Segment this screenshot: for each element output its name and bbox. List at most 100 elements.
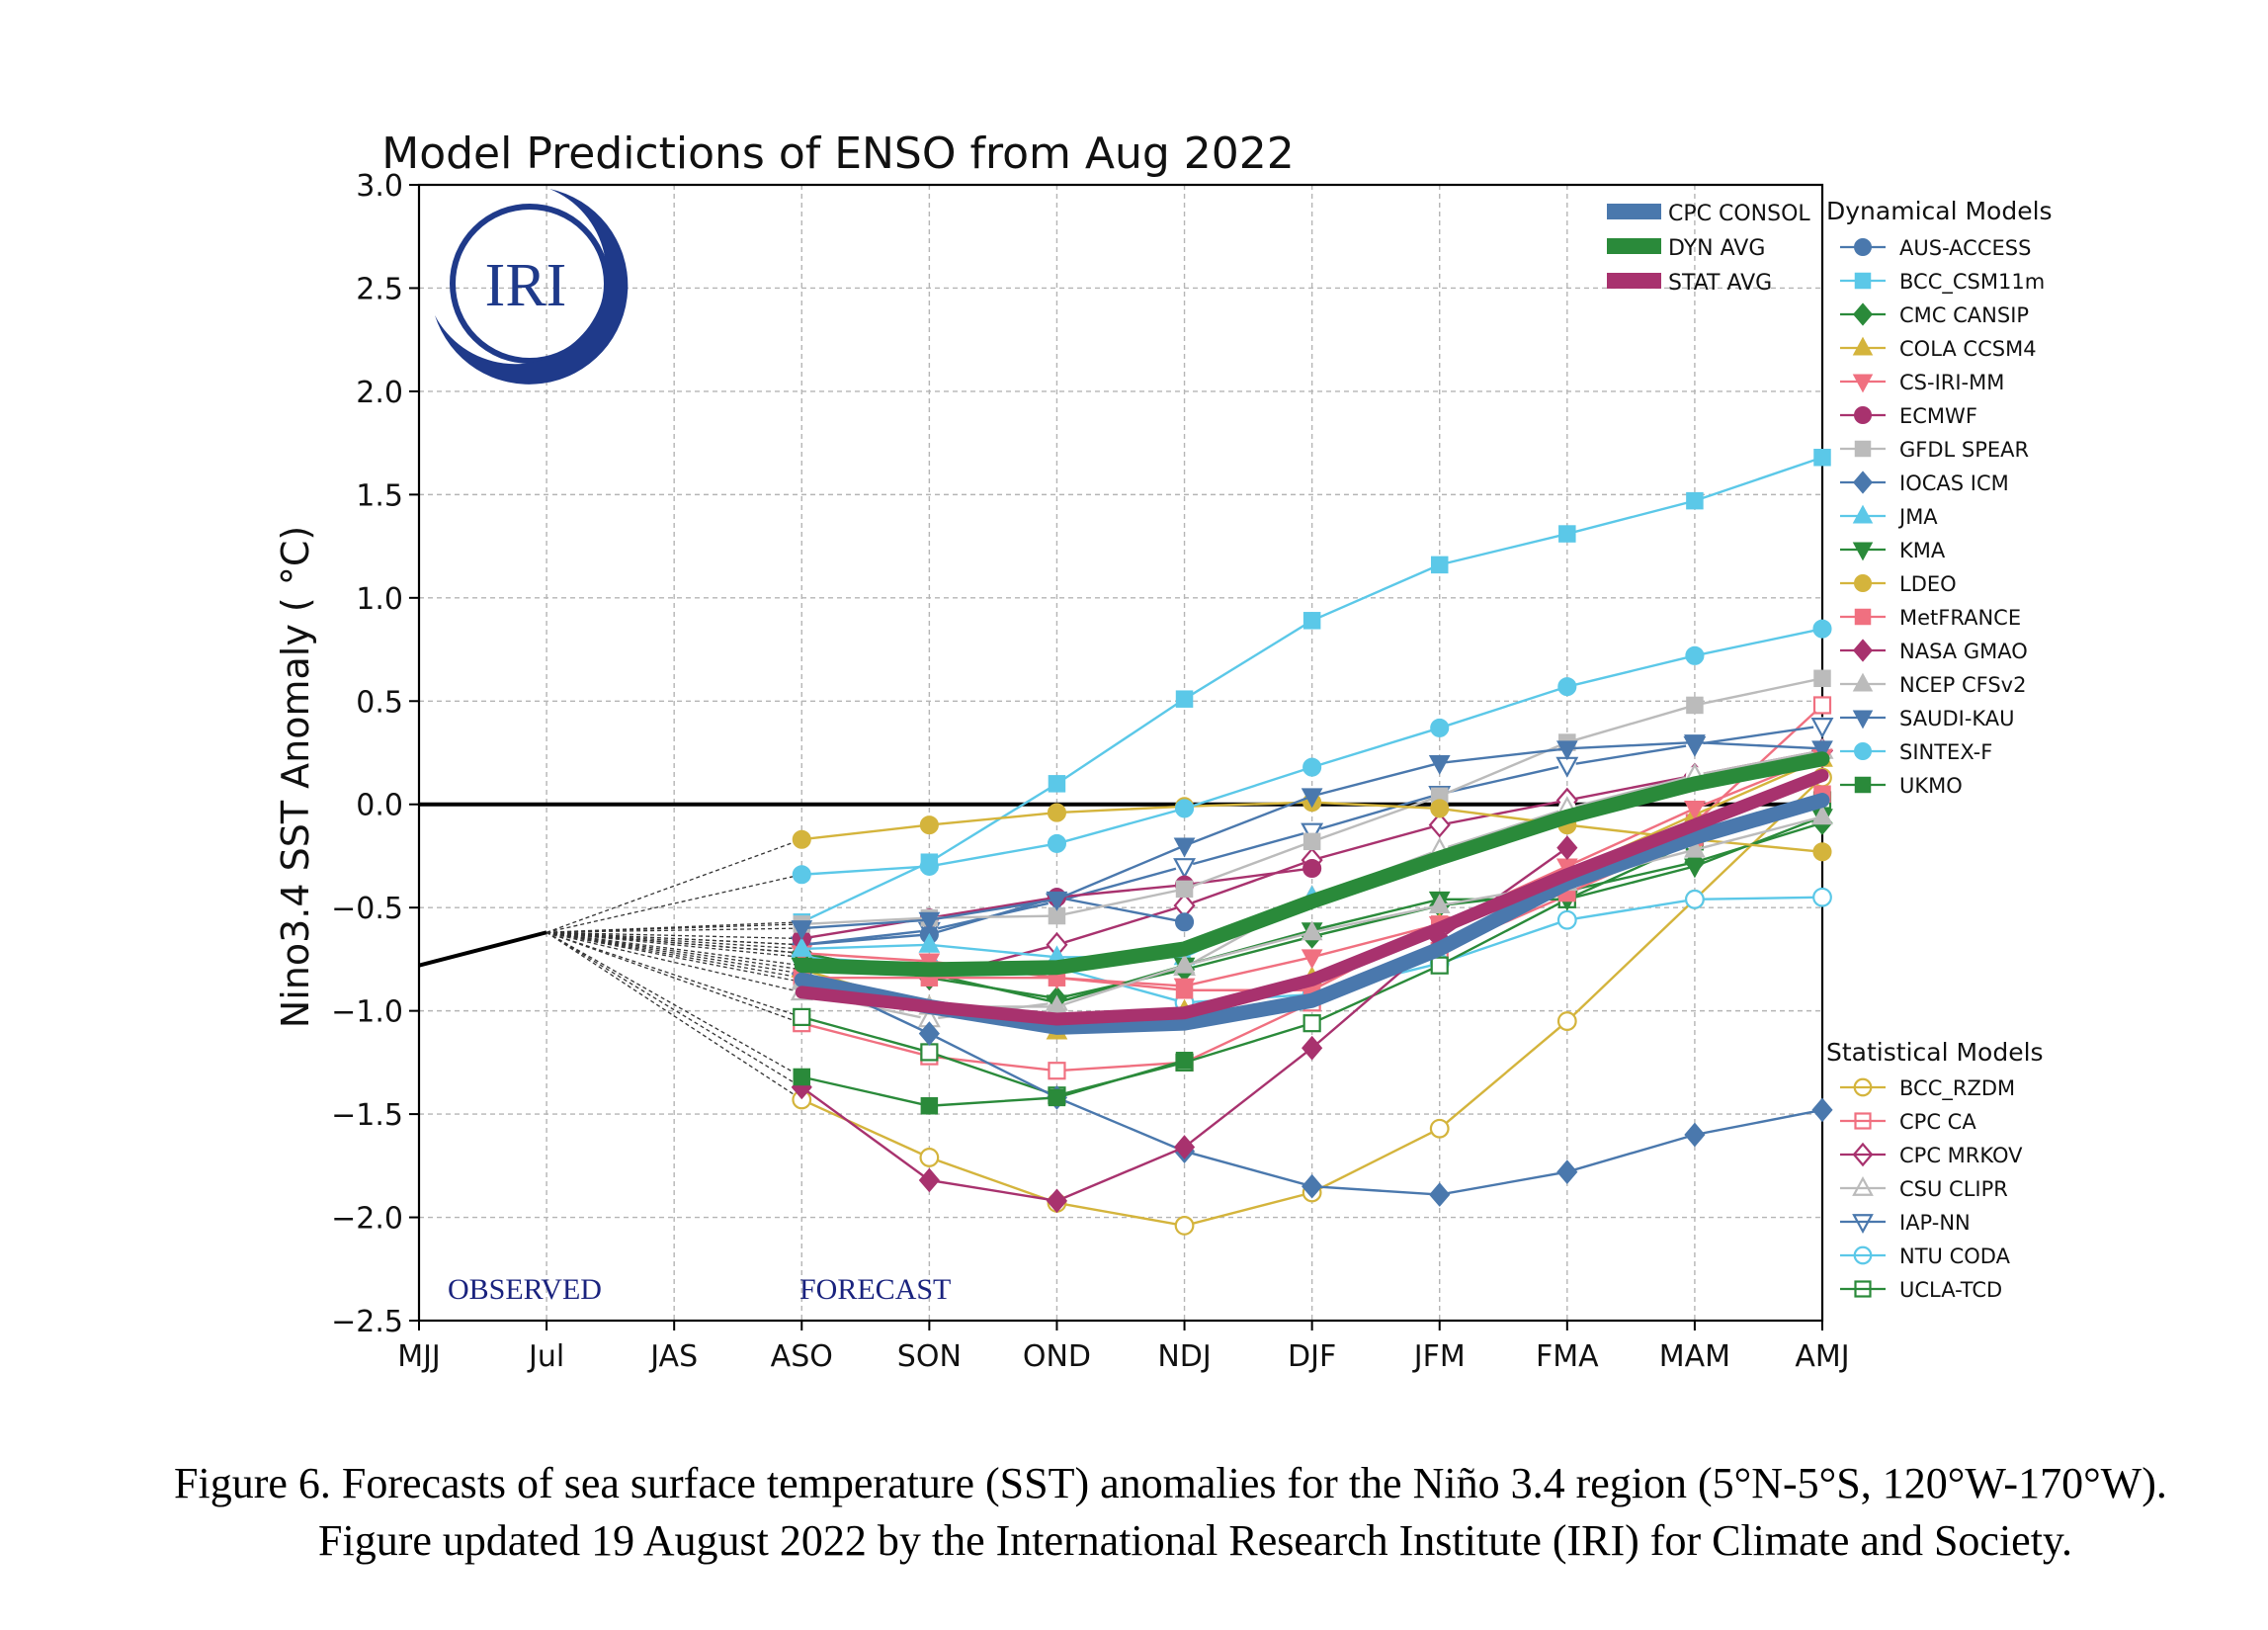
legend-label-cpc-ca: CPC CA <box>1899 1110 1976 1134</box>
x-tick-label: MAM <box>1659 1339 1730 1374</box>
legend-label-jma: JMA <box>1897 505 1938 529</box>
logo-text: IRI <box>485 252 567 319</box>
marker-ncep-cfsv2 <box>1301 920 1323 941</box>
marker-bg <box>1813 888 1831 906</box>
connector-csu-clipr <box>546 931 802 993</box>
legend-marker-bcc-csm11m <box>1854 272 1872 290</box>
legend-marker-metfrance <box>1854 608 1872 626</box>
series-ukmo <box>793 1052 1194 1115</box>
marker-ncep-cfsv2 <box>1684 837 1706 858</box>
connector-iocas-icm <box>546 931 802 975</box>
x-tick-label: AMJ <box>1795 1339 1849 1374</box>
legend-label-nasa-gmao: NASA GMAO <box>1899 640 2028 663</box>
marker-bg <box>1685 890 1704 908</box>
x-tick-label: JFM <box>1412 1339 1466 1374</box>
marker-cpc-ca <box>1812 696 1832 715</box>
x-tick-label: ASO <box>771 1339 833 1374</box>
legend-label-stat-avg: STAT AVG <box>1668 271 1772 296</box>
x-tick-label: DJF <box>1288 1339 1336 1374</box>
marker-bg <box>1813 696 1831 715</box>
legend-label-ecmwf: ECMWF <box>1899 404 1977 428</box>
legend-label-gfdl-spear: GFDL SPEAR <box>1899 438 2029 462</box>
marker-bg <box>1813 717 1831 735</box>
marker-jma <box>791 936 813 957</box>
figure-caption: Figure 6. Forecasts of sea surface tempe… <box>174 1459 2167 1565</box>
legend-label-cmc-cansip: CMC CANSIP <box>1899 303 2029 327</box>
marker-ucla-tcd <box>1302 1014 1321 1033</box>
y-tick-label: −1.5 <box>331 1098 403 1133</box>
series-stat-avg <box>795 768 1829 1026</box>
marker-ldeo <box>919 815 939 835</box>
marker-gfdl-spear <box>1175 880 1194 899</box>
marker-bg <box>1430 956 1449 975</box>
connector-iap-nn <box>546 931 802 946</box>
marker-gfdl-spear <box>1302 832 1321 851</box>
plot-grid <box>417 183 1824 1323</box>
legend-swatch-cpc-consol <box>1607 204 1661 219</box>
legend-label-iap-nn: IAP-NN <box>1899 1211 1971 1235</box>
legend-label-dyn-avg: DYN AVG <box>1668 236 1765 261</box>
marker-iocas-icm <box>1429 1182 1451 1207</box>
legend-marker-saudi-kau <box>1852 710 1874 729</box>
marker-sintex-f <box>1047 833 1067 853</box>
marker-iocas-icm <box>918 1021 940 1046</box>
marker-sintex-f <box>919 856 939 876</box>
marker-bg <box>1302 1014 1321 1033</box>
legend-label-ukmo: UKMO <box>1899 774 1963 798</box>
legend-label-saudi-kau: SAUDI-KAU <box>1899 707 2015 730</box>
connector-cpc-ca <box>546 931 802 1024</box>
legend-label-cpc-consol: CPC CONSOL <box>1668 202 1810 226</box>
y-tick-label: 1.5 <box>356 478 403 513</box>
series-sintex-f <box>792 619 1832 885</box>
legend-marker-jma <box>1852 504 1874 524</box>
legend-label-ucla-tcd: UCLA-TCD <box>1899 1278 2002 1302</box>
legend-title-statistical-models: Statistical Models <box>1826 1038 2044 1067</box>
legend-marker-gfdl-spear <box>1854 440 1872 458</box>
marker-saudi-kau <box>1428 754 1451 775</box>
connector-cola-ccsm4 <box>546 931 802 971</box>
marker-bcc-csm11m <box>1175 690 1194 708</box>
y-axis: 3.0 2.5 2.0 1.5 1.0 0.5 0.0 −0.5 −1.0 −1.5 −2.0 −2.… <box>331 169 419 1339</box>
forecast-label: FORECAST <box>799 1273 951 1306</box>
legend-marker-ucla-tcd <box>1854 1280 1872 1298</box>
legend-label-ntu-coda: NTU CODA <box>1899 1244 2011 1268</box>
marker-nasa-gmao <box>1046 1188 1068 1214</box>
y-tick-label: 2.0 <box>356 376 403 410</box>
series-layer <box>418 449 1834 1236</box>
legend-marker-ncep-cfsv2 <box>1852 672 1874 692</box>
series-nasa-gmao <box>791 835 1578 1214</box>
marker-bcc-csm11m <box>1686 491 1704 510</box>
marker-ldeo <box>1430 799 1450 818</box>
connector-ucla-tcd <box>546 931 802 1018</box>
legend-marker-nasa-gmao <box>1853 639 1873 662</box>
marker-ecmwf <box>1302 858 1322 879</box>
marker-ucla-tcd <box>793 1007 811 1027</box>
marker-saudi-kau <box>1301 788 1323 809</box>
marker-iocas-icm <box>1556 1159 1578 1184</box>
x-tick-label: Jul <box>527 1339 564 1374</box>
legend-marker-cpc-mrkov <box>1852 1142 1874 1167</box>
x-tick-label: NDJ <box>1157 1339 1211 1374</box>
legend-marker-iocas-icm <box>1853 471 1873 494</box>
marker-metfrance <box>1175 981 1194 999</box>
marker-bg <box>920 1043 939 1062</box>
marker-saudi-kau <box>1046 891 1068 911</box>
observed-line <box>418 930 547 968</box>
connector-metfrance <box>546 931 802 979</box>
legend-consolidated: CPC CONSOL DYN AVG STAT AVG <box>1607 202 1810 296</box>
marker-bg <box>793 1007 811 1026</box>
marker-ntu-coda <box>1812 887 1832 907</box>
marker-iocas-icm <box>1811 1097 1833 1123</box>
legend-marker-csu-clipr <box>1852 1175 1874 1196</box>
marker-iap-nn <box>1810 718 1834 739</box>
y-tick-label: −2.5 <box>331 1305 403 1339</box>
legend-marker-cpc-ca <box>1854 1112 1872 1130</box>
marker-bcc-rzdm <box>919 1148 940 1167</box>
legend-label-cs-iri-mm: CS-IRI-MM <box>1899 371 2004 394</box>
y-tick-label: 0.0 <box>356 789 403 823</box>
legend-label-kma: KMA <box>1899 539 1946 562</box>
y-tick-label: 2.5 <box>356 272 403 306</box>
marker-ntu-coda <box>1685 889 1705 909</box>
marker-iap-nn <box>1173 858 1196 880</box>
marker-gfdl-spear <box>1813 669 1831 688</box>
